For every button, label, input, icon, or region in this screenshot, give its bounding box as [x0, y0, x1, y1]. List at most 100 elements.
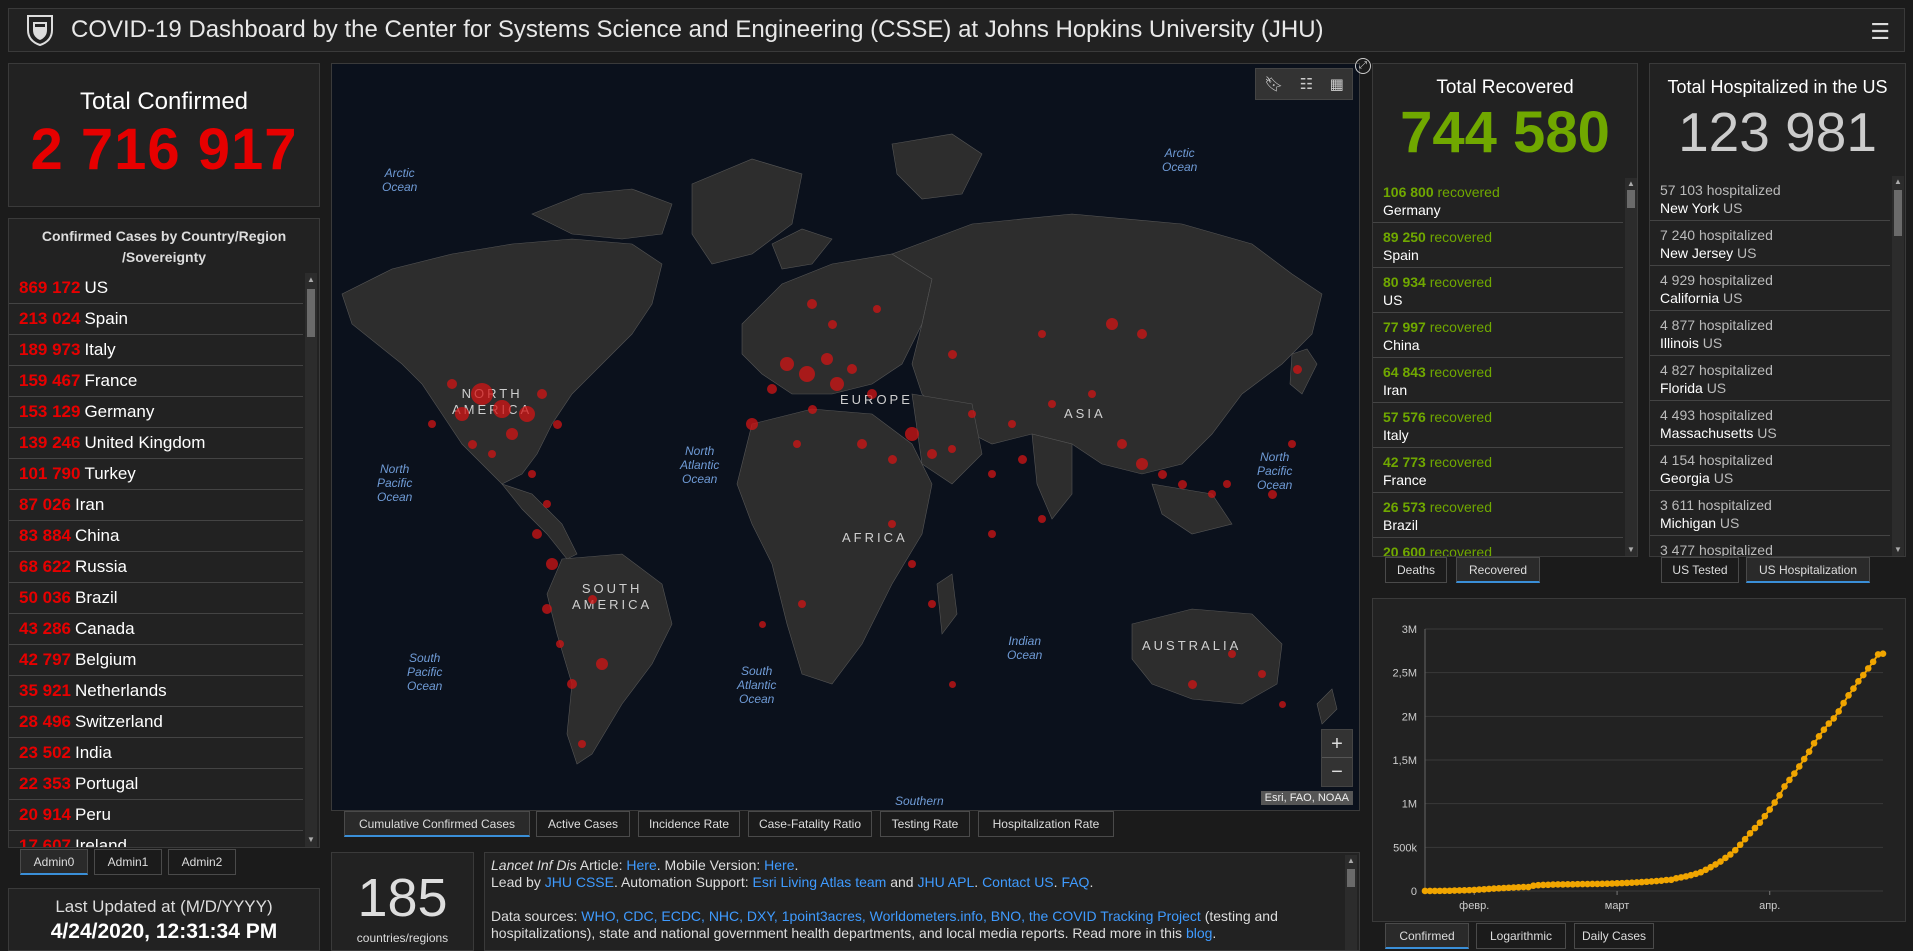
map-tab-incidence-rate[interactable]: Incidence Rate: [638, 811, 740, 837]
case-bubble[interactable]: [1137, 329, 1147, 339]
country-list[interactable]: 869 172 US 213 024 Spain 189 973 Italy 159 467…: [9, 273, 303, 847]
confirmed-data-point[interactable]: [1736, 841, 1744, 849]
case-bubble[interactable]: [905, 427, 919, 441]
case-bubble[interactable]: [1038, 515, 1046, 523]
confirmed-data-point[interactable]: [1672, 875, 1680, 882]
zoom-in-button[interactable]: +: [1322, 730, 1352, 758]
list-item[interactable]: 4 827 hospitalized Florida US: [1650, 356, 1890, 401]
confirmed-data-point[interactable]: [1658, 877, 1665, 884]
list-item[interactable]: 4 877 hospitalized Illinois US: [1650, 311, 1890, 356]
country-list-scrollbar[interactable]: ▲ ▼: [305, 273, 317, 847]
scroll-up-icon[interactable]: ▲: [1894, 177, 1902, 186]
confirmed-data-point[interactable]: [1776, 791, 1783, 799]
map-tab-testing-rate[interactable]: Testing Rate: [880, 811, 970, 837]
data-sources-links[interactable]: WHO, CDC, ECDC, NHC, DXY, 1point3acres, …: [581, 908, 1201, 924]
case-bubble[interactable]: [493, 400, 511, 418]
case-bubble[interactable]: [543, 500, 551, 508]
confirmed-data-point[interactable]: [1864, 665, 1872, 672]
confirmed-data-point[interactable]: [1426, 887, 1434, 895]
confirmed-data-point[interactable]: [1860, 671, 1867, 679]
case-bubble[interactable]: [1278, 700, 1286, 708]
scroll-up-icon[interactable]: ▲: [307, 275, 315, 284]
list-item[interactable]: 87 026 Iran: [9, 490, 303, 521]
case-bubble[interactable]: [488, 450, 496, 458]
confirmed-data-point[interactable]: [1795, 763, 1803, 770]
confirmed-data-point[interactable]: [1456, 887, 1463, 894]
confirmed-data-point[interactable]: [1579, 880, 1586, 888]
confirmed-data-point[interactable]: [1879, 650, 1887, 658]
menu-icon[interactable]: ☰: [1870, 19, 1890, 44]
list-item[interactable]: 57 576 recovered Italy: [1373, 403, 1623, 448]
confirmed-data-point[interactable]: [1436, 887, 1444, 895]
hospitalized-tab-us-hospitalization[interactable]: US Hospitalization: [1746, 557, 1870, 583]
confirmed-data-point[interactable]: [1786, 776, 1793, 784]
admin-tab-admin0[interactable]: Admin0: [20, 849, 88, 875]
case-bubble[interactable]: [746, 418, 758, 430]
case-bubble[interactable]: [587, 594, 597, 604]
confirmed-data-point[interactable]: [1623, 879, 1631, 887]
recovered-list[interactable]: 106 800 recovered Germany 89 250 recovered…: [1373, 178, 1623, 556]
scroll-thumb[interactable]: [1894, 190, 1902, 236]
case-bubble[interactable]: [578, 740, 586, 748]
list-item[interactable]: 83 884 China: [9, 521, 303, 552]
case-bubble[interactable]: [988, 530, 996, 538]
list-item[interactable]: 57 103 hospitalized New York US: [1650, 176, 1890, 221]
confirmed-data-point[interactable]: [1751, 824, 1759, 832]
case-bubble[interactable]: [532, 529, 542, 539]
scroll-up-icon[interactable]: ▲: [1347, 856, 1355, 865]
confirmed-data-point[interactable]: [1475, 886, 1483, 893]
confirmed-data-point[interactable]: [1643, 878, 1650, 886]
list-item[interactable]: 26 573 recovered Brazil: [1373, 493, 1623, 538]
confirmed-data-point[interactable]: [1845, 692, 1852, 699]
blog-link[interactable]: blog: [1185, 925, 1213, 941]
case-bubble[interactable]: [542, 604, 552, 614]
map-tab-active-cases[interactable]: Active Cases: [536, 811, 630, 837]
confirmed-data-point[interactable]: [1520, 883, 1527, 891]
confirmed-data-point[interactable]: [1574, 880, 1581, 888]
case-bubble[interactable]: [1017, 454, 1027, 464]
confirmed-data-point[interactable]: [1549, 881, 1557, 888]
qr-code-icon[interactable]: ▦: [1329, 76, 1344, 93]
confirmed-data-point[interactable]: [1766, 806, 1774, 813]
confirmed-data-point[interactable]: [1613, 879, 1621, 887]
confirmed-data-point[interactable]: [1756, 819, 1764, 826]
esri-link[interactable]: Esri Living Atlas team: [752, 874, 887, 890]
case-bubble[interactable]: [793, 440, 801, 448]
list-item[interactable]: 22 353 Portugal: [9, 769, 303, 800]
confirmed-data-point[interactable]: [1559, 881, 1567, 888]
confirmed-data-point[interactable]: [1663, 876, 1670, 884]
case-bubble[interactable]: [948, 680, 956, 688]
case-bubble[interactable]: [455, 407, 469, 421]
case-bubble[interactable]: [1157, 469, 1167, 479]
confirmed-data-point[interactable]: [1855, 677, 1862, 685]
case-bubble[interactable]: [873, 305, 881, 313]
case-bubble[interactable]: [827, 319, 837, 329]
confirmed-data-point[interactable]: [1800, 755, 1808, 763]
chart-tab-confirmed[interactable]: Confirmed: [1385, 923, 1469, 949]
confirmed-data-point[interactable]: [1505, 884, 1513, 892]
list-item[interactable]: 43 286 Canada: [9, 614, 303, 645]
case-bubble[interactable]: [1228, 650, 1236, 658]
confirmed-data-point[interactable]: [1451, 887, 1458, 894]
case-bubble[interactable]: [528, 470, 536, 478]
case-bubble[interactable]: [758, 620, 766, 628]
confirmed-data-point[interactable]: [1648, 878, 1655, 885]
case-bubble[interactable]: [947, 349, 957, 359]
list-item[interactable]: 159 467 France: [9, 366, 303, 397]
confirmed-data-point[interactable]: [1825, 720, 1833, 727]
case-bubble[interactable]: [857, 439, 867, 449]
list-item[interactable]: 7 240 hospitalized New Jersey US: [1650, 221, 1890, 266]
case-bubble[interactable]: [552, 419, 562, 429]
confirmed-data-point[interactable]: [1594, 880, 1601, 888]
confirmed-data-point[interactable]: [1544, 881, 1552, 889]
case-bubble[interactable]: [596, 658, 608, 670]
confirmed-data-point[interactable]: [1564, 881, 1572, 888]
confirmed-data-point[interactable]: [1589, 880, 1596, 888]
confirmed-data-point[interactable]: [1869, 658, 1877, 666]
case-bubble[interactable]: [471, 383, 493, 405]
confirmed-data-point[interactable]: [1534, 881, 1542, 889]
case-bubble[interactable]: [537, 389, 547, 399]
case-bubble[interactable]: [908, 560, 916, 568]
map-tab-cumulative-confirmed-cases[interactable]: Cumulative Confirmed Cases: [344, 811, 530, 837]
list-item[interactable]: 3 611 hospitalized Michigan US: [1650, 491, 1890, 536]
